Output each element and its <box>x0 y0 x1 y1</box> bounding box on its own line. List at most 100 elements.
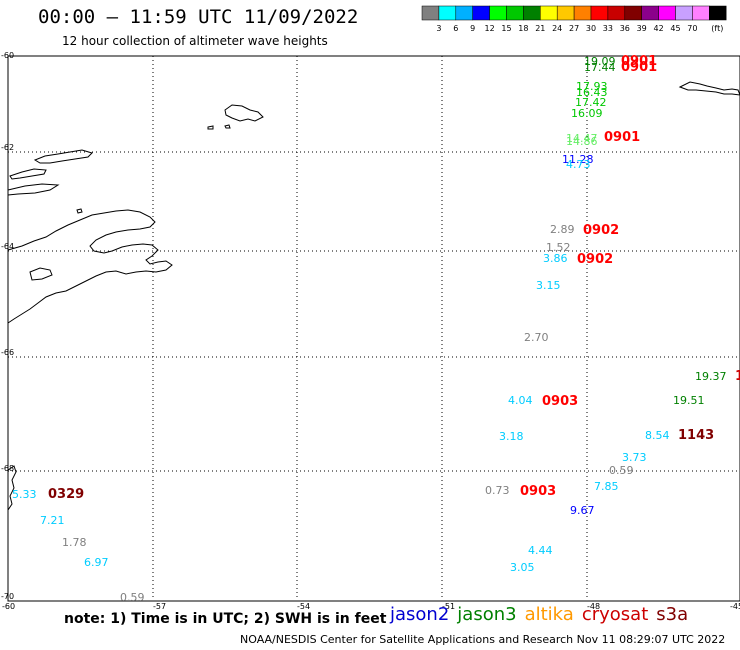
wave-height-value: 4.04 <box>508 394 533 407</box>
credit-line: NOAA/NESDIS Center for Satellite Applica… <box>240 633 726 646</box>
colorbar-tick-label: 42 <box>654 24 664 33</box>
colorbar-swatch <box>506 5 524 21</box>
colorbar-swatch <box>658 5 676 21</box>
pass-time-label: 1 <box>735 369 740 384</box>
pass-time-label: 0903 <box>520 484 556 499</box>
wave-height-value: 1.78 <box>62 536 87 549</box>
wave-height-value: 19.37 <box>695 370 727 383</box>
wave-height-value: 3.18 <box>499 430 524 443</box>
pass-time-label: 0329 <box>48 487 84 502</box>
longitude-label: -57 <box>153 602 166 611</box>
wave-height-value: 3.86 <box>543 252 568 265</box>
wave-height-value: 2.70 <box>524 331 549 344</box>
wave-height-value: 19.51 <box>673 394 705 407</box>
wave-height-value: 14.86 <box>566 135 598 148</box>
colorbar-swatch <box>709 5 727 21</box>
wave-height-value: 17.44 <box>584 61 616 74</box>
wave-height-value: 16.43 <box>576 86 608 99</box>
colorbar-swatch <box>692 5 710 21</box>
map-subtitle: 12 hour collection of altimeter wave hei… <box>62 34 328 48</box>
wave-height-value: 3.05 <box>510 561 535 574</box>
wave-height-colorbar: 3 6 9 12 15 18 21 24 27 30 33 36 39 42 45 70 (ft) <box>421 5 727 33</box>
colorbar-swatch <box>641 5 659 21</box>
map-title: 00:00 – 11:59 UTC 11/09/2022 <box>38 6 359 28</box>
colorbar-swatch <box>624 5 642 21</box>
colorbar-swatch <box>489 5 507 21</box>
colorbar-tick-label: 3 <box>436 24 441 33</box>
wave-height-value: 0.73 <box>485 484 510 497</box>
colorbar-tick-label: 39 <box>637 24 647 33</box>
latitude-label: -68 <box>1 464 14 473</box>
wave-height-value: 4.44 <box>528 544 553 557</box>
wave-height-value: 5.33 <box>12 488 37 501</box>
colorbar-swatch <box>523 5 541 21</box>
wave-height-value: 14.47 <box>566 132 598 145</box>
wave-height-value: 8.54 <box>645 429 670 442</box>
colorbar-unit: (ft) <box>711 24 723 33</box>
map-frame <box>7 55 740 602</box>
longitude-label: -54 <box>297 602 310 611</box>
wave-height-value: 16.09 <box>571 107 603 120</box>
legend-altika: altika <box>524 604 574 625</box>
colorbar-swatch <box>438 5 457 21</box>
longitude-label: -45 <box>730 602 740 611</box>
legend-cryosat: cryosat <box>581 604 649 625</box>
pass-time-label: 0902 <box>583 223 619 238</box>
colorbar-tick-label: 15 <box>501 24 511 33</box>
colorbar-tick-label: 70 <box>687 24 697 33</box>
wave-height-value: 17.93 <box>576 80 608 93</box>
axis-labels: -60-62-64-66-68-70-60-57-54-51-48-45 <box>1 51 740 611</box>
pass-time-label: 0901 <box>621 60 657 75</box>
latitude-label: -60 <box>1 51 14 60</box>
pass-time-label: 0901 <box>621 54 657 69</box>
latitude-label: -66 <box>1 348 14 357</box>
legend-jason3: jason3 <box>457 604 517 625</box>
colorbar-tick-label: 18 <box>518 24 528 33</box>
satellite-legend: jason2 jason3 altika cryosat s3a <box>390 604 696 625</box>
pass-time-label: 0903 <box>542 394 578 409</box>
colorbar-tick-label: 27 <box>569 24 579 33</box>
pass-time-label: 0902 <box>577 252 613 267</box>
latitude-label: -70 <box>1 592 14 601</box>
longitude-label: -60 <box>2 602 15 611</box>
footnote: note: 1) Time is in UTC; 2) SWH is in fe… <box>64 611 387 627</box>
wave-height-value: 3.73 <box>622 451 647 464</box>
longitude-label: -48 <box>587 602 600 611</box>
wave-height-value: 7.21 <box>40 514 65 527</box>
wave-height-value: 19.09 <box>584 55 616 68</box>
legend-s3a: s3a <box>656 604 689 625</box>
colorbar-swatch <box>573 5 592 21</box>
colorbar-tick-label: 36 <box>620 24 630 33</box>
colorbar-tick-label: 12 <box>485 24 495 33</box>
colorbar-tick-label: 24 <box>552 24 562 33</box>
colorbar-swatch <box>675 5 693 21</box>
colorbar-swatch <box>540 5 558 21</box>
wave-height-value: 1.52 <box>546 241 571 254</box>
latitude-label: -64 <box>1 242 14 251</box>
wave-height-value: 9.67 <box>570 504 595 517</box>
pass-time-label: 1143 <box>678 428 714 443</box>
longitude-label: -51 <box>442 602 455 611</box>
colorbar-tick-label: 30 <box>586 24 596 33</box>
colorbar-swatch <box>607 5 626 21</box>
colorbar-tick-label: 6 <box>453 24 458 33</box>
pass-time-label: 0901 <box>604 130 640 145</box>
wave-height-value: 4.73 <box>566 158 591 171</box>
colorbar-swatch <box>455 5 473 21</box>
colorbar-swatch <box>472 5 490 21</box>
graticule <box>8 56 740 600</box>
colorbar-swatch <box>590 5 609 21</box>
wave-height-value: 7.85 <box>594 480 619 493</box>
coastline <box>7 81 740 511</box>
colorbar-tick-label: 33 <box>603 24 613 33</box>
colorbar-swatch <box>556 5 575 21</box>
colorbar-tick-label: 45 <box>670 24 680 33</box>
wave-height-value: 6.97 <box>84 556 109 569</box>
wave-height-value: 2.89 <box>550 223 575 236</box>
wave-height-value: 17.42 <box>575 96 607 109</box>
colorbar-tick-label: 9 <box>470 24 475 33</box>
colorbar-swatch <box>421 5 440 21</box>
colorbar-tick-label: 21 <box>535 24 545 33</box>
